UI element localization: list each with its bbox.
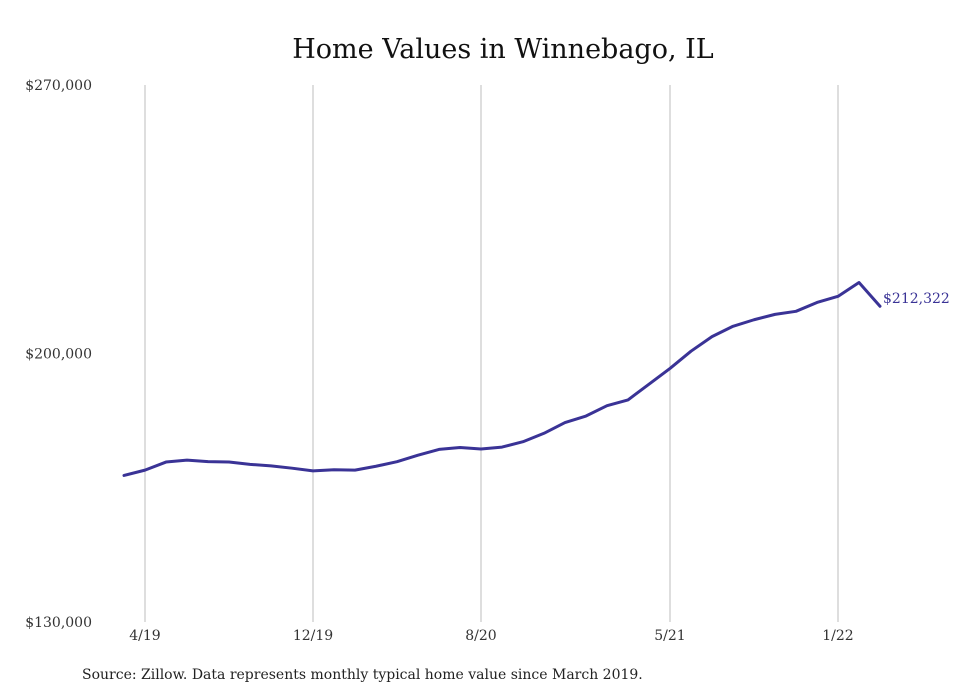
series-layer: $212,322 (122, 281, 950, 477)
chart-title: Home Values in Winnebago, IL (292, 34, 714, 65)
end-value-label: $212,322 (883, 291, 950, 307)
y-tick-label: $130,000 (25, 615, 92, 631)
x-tick-label: 8/20 (465, 628, 496, 644)
source-note: Source: Zillow. Data represents monthly … (82, 667, 643, 683)
y-tick-label: $200,000 (25, 347, 92, 363)
y-axis-ticks: $270,000 $200,000 $130,000 (25, 78, 92, 631)
x-tick-label: 1/22 (822, 628, 853, 644)
x-tick-label: 4/19 (129, 628, 160, 644)
x-tick-label: 5/21 (654, 628, 685, 644)
x-tick-label: 12/19 (293, 628, 333, 644)
grid-lines (144, 85, 839, 622)
y-tick-label: $270,000 (25, 78, 92, 94)
x-axis-ticks: 4/19 12/19 8/20 5/21 1/22 (129, 628, 853, 644)
series-line (122, 281, 882, 477)
